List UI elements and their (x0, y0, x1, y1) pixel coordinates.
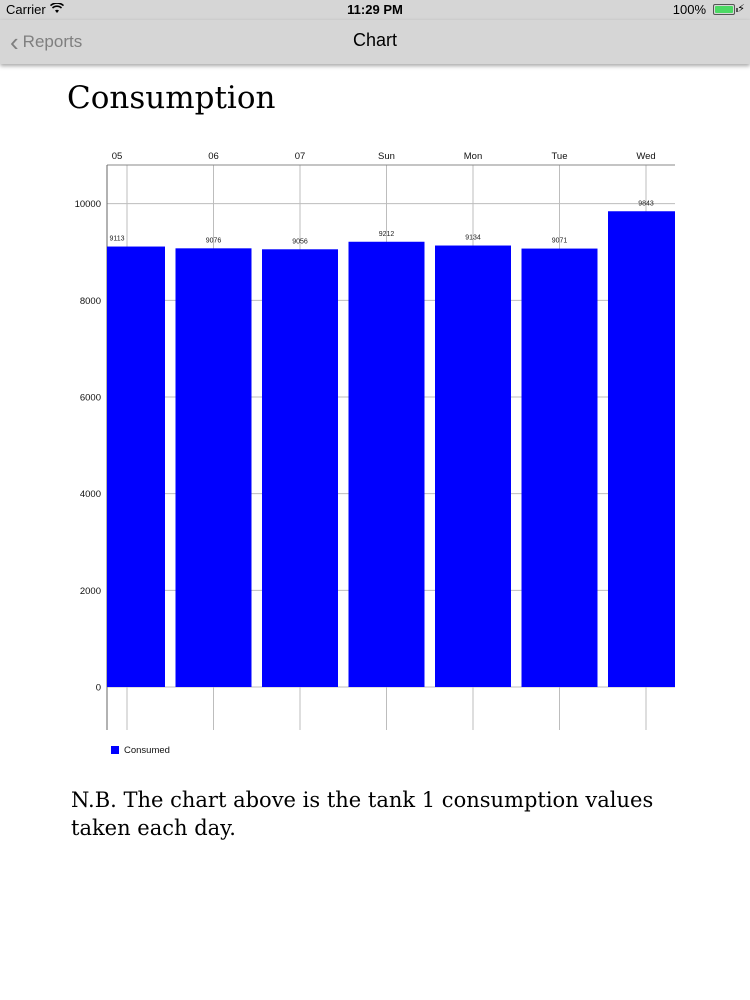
bar (262, 249, 338, 687)
carrier-label: Carrier (6, 2, 46, 17)
chart-note: N.B. The chart above is the tank 1 consu… (71, 788, 654, 840)
charging-bolt-icon: ⚡ (737, 3, 745, 15)
y-tick-label: 8000 (80, 296, 101, 307)
y-tick-label: 0 (96, 683, 101, 694)
y-tick-label: 10000 (75, 199, 101, 210)
y-tick-label: 4000 (80, 489, 101, 500)
y-tick-label: 2000 (80, 586, 101, 597)
x-tick-label: 07 (295, 151, 306, 162)
bar-value-label: 9076 (206, 237, 222, 244)
bar (175, 248, 252, 687)
bar-value-label: 9212 (379, 231, 395, 238)
bar (348, 241, 425, 687)
x-tick-label: 06 (208, 151, 219, 162)
battery-icon (713, 4, 738, 15)
bar (608, 211, 675, 687)
y-tick-label: 6000 (80, 393, 101, 404)
bar-chart: 9113 9076 9056 9212 9134 9071 9843 05 06 07 Sun Mon… (75, 151, 675, 756)
battery-percent: 100% (672, 2, 706, 17)
chevron-left-icon: ‹ (10, 27, 19, 57)
x-tick-label: Wed (636, 151, 655, 162)
status-bar: Carrier 11:29 PM 100% ⚡ (0, 0, 750, 20)
page-title: Consumption (67, 80, 276, 116)
legend-label: Consumed (124, 745, 170, 756)
bar-value-label: 9843 (638, 200, 654, 207)
x-tick-label: 05 (112, 151, 123, 162)
bar-value-label: 9134 (465, 235, 481, 242)
bar (521, 248, 598, 687)
bar-value-label: 9056 (292, 238, 308, 245)
nav-title: Chart (352, 30, 397, 50)
x-tick-label: Tue (551, 151, 567, 162)
bar-value-label: 9113 (109, 236, 124, 243)
status-time: 11:29 PM (347, 2, 403, 17)
back-button[interactable]: ‹ Reports (10, 28, 82, 56)
back-button-label: Reports (22, 32, 83, 51)
bar (107, 246, 165, 687)
bar (435, 245, 511, 688)
wifi-icon (50, 3, 64, 13)
x-tick-label: Sun (378, 151, 395, 162)
x-tick-label: Mon (464, 151, 482, 162)
navigation-bar: ‹ Reports Chart (0, 20, 750, 64)
legend-swatch (111, 746, 119, 754)
bar-value-label: 9071 (552, 238, 568, 245)
